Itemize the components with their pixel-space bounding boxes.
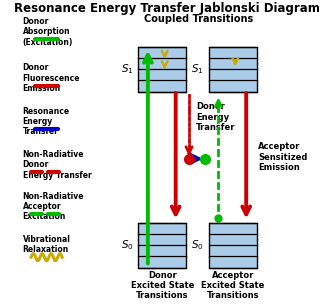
Bar [138, 47, 186, 92]
Text: Acceptor
Sensitized
Emission: Acceptor Sensitized Emission [258, 142, 307, 172]
Text: $S_1$: $S_1$ [121, 62, 133, 76]
Text: Acceptor
Excited State
Transitions: Acceptor Excited State Transitions [201, 271, 265, 301]
Text: $S_0$: $S_0$ [191, 238, 204, 252]
Bar [209, 47, 257, 92]
Text: Resonance
Energy
Transfer: Resonance Energy Transfer [23, 107, 70, 136]
Text: $S_1$: $S_1$ [191, 62, 204, 76]
Text: Donor
Absorption
(Excitation): Donor Absorption (Excitation) [23, 17, 73, 47]
Text: Non-Radiative
Acceptor
Excitation: Non-Radiative Acceptor Excitation [23, 192, 84, 221]
Text: Donor
Energy
Transfer: Donor Energy Transfer [196, 102, 236, 132]
Text: Resonance Energy Transfer Jablonski Diagram: Resonance Energy Transfer Jablonski Diag… [14, 2, 319, 15]
Text: $S_0$: $S_0$ [121, 238, 133, 252]
Bar [138, 223, 186, 268]
Text: Donor
Excited State
Transitions: Donor Excited State Transitions [130, 271, 194, 301]
Text: Non-Radiative
Donor
Energy Transfer: Non-Radiative Donor Energy Transfer [23, 150, 91, 180]
Text: Vibrational
Relaxation: Vibrational Relaxation [23, 235, 70, 254]
Bar [209, 223, 257, 268]
Text: Donor
Fluorescence
Emission: Donor Fluorescence Emission [23, 63, 80, 93]
Text: Coupled Transitions: Coupled Transitions [144, 14, 254, 24]
